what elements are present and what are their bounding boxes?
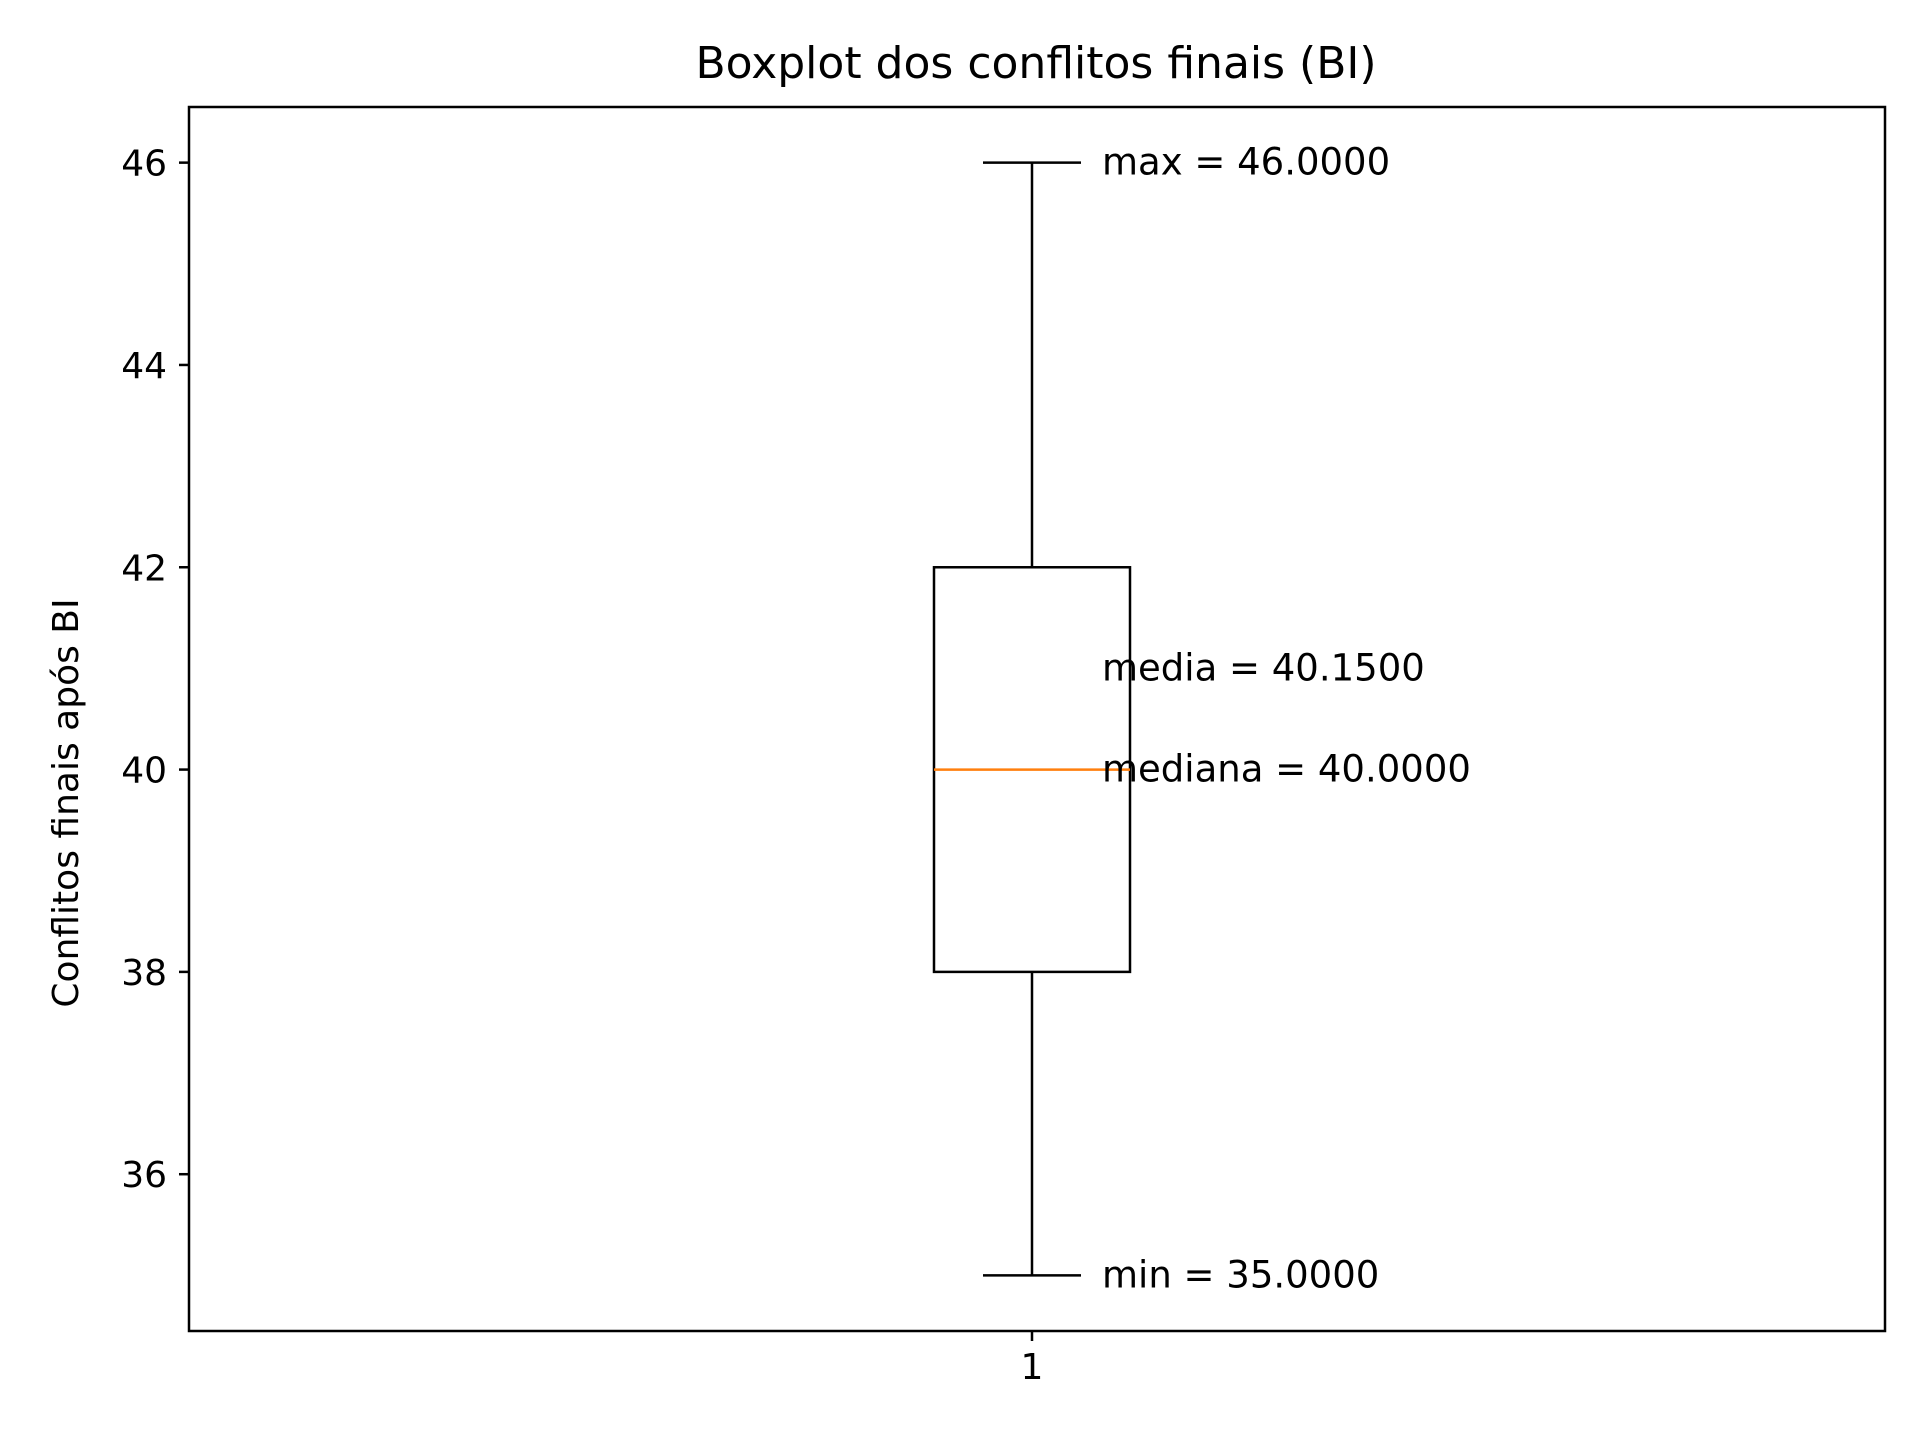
y-tick-label: 44	[121, 346, 167, 387]
plot-frame	[187, 105, 1887, 1333]
y-tick-label: 36	[121, 1155, 167, 1196]
y-tick-label: 42	[121, 548, 167, 589]
y-tick-label: 40	[121, 751, 167, 792]
min-annotation: min = 35.0000	[1102, 1253, 1379, 1296]
x-tick-label: 1	[1021, 1347, 1044, 1388]
y-axis-label: Conflitos finais após BI	[46, 598, 87, 1007]
y-tick-label: 38	[121, 953, 167, 994]
mean-annotation: media = 40.1500	[1102, 646, 1425, 689]
y-tick-label: 46	[121, 144, 167, 185]
max-annotation: max = 46.0000	[1102, 141, 1390, 184]
chart-title: Boxplot dos conflitos finais (BI)	[695, 38, 1376, 89]
median-annotation: mediana = 40.0000	[1102, 748, 1471, 791]
plot-area: 36 38 40 42 44 46 1 max = 46.0000 media = 40.150…	[121, 141, 1471, 1388]
